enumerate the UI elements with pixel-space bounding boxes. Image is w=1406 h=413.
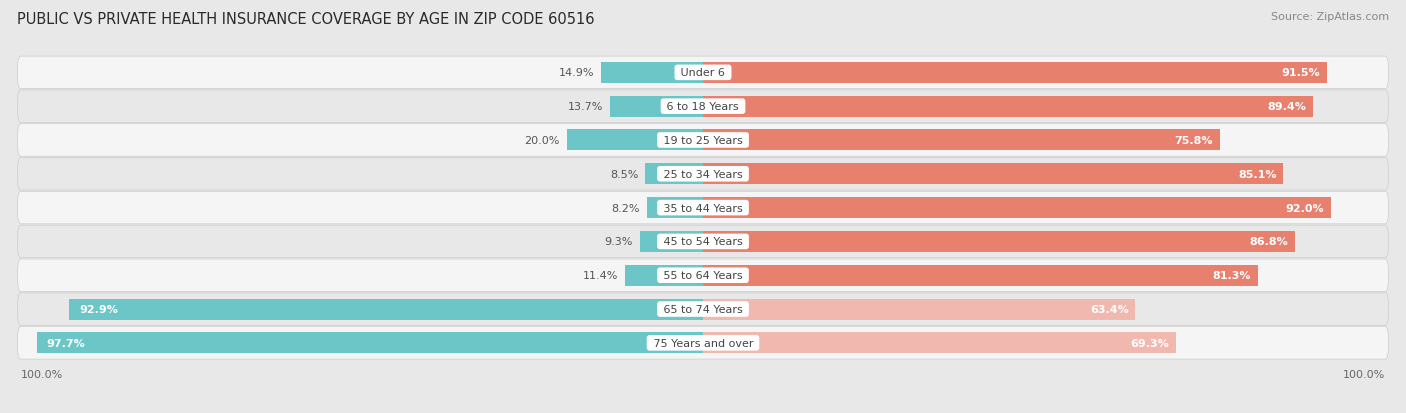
Bar	[703, 198, 1330, 218]
Text: 25 to 34 Years: 25 to 34 Years	[659, 169, 747, 179]
Text: 13.7%: 13.7%	[568, 102, 603, 112]
Bar	[645, 164, 703, 185]
Text: 75 Years and over: 75 Years and over	[650, 338, 756, 348]
Text: 92.0%: 92.0%	[1285, 203, 1323, 213]
Text: Under 6: Under 6	[678, 68, 728, 78]
Text: 91.5%: 91.5%	[1282, 68, 1320, 78]
Text: 14.9%: 14.9%	[560, 68, 595, 78]
Text: 65 to 74 Years: 65 to 74 Years	[659, 304, 747, 314]
Text: 75.8%: 75.8%	[1175, 135, 1213, 146]
Text: 63.4%: 63.4%	[1090, 304, 1129, 314]
Bar	[703, 130, 1220, 151]
Text: 97.7%: 97.7%	[46, 338, 86, 348]
Bar	[703, 299, 1136, 320]
Text: Source: ZipAtlas.com: Source: ZipAtlas.com	[1271, 12, 1389, 22]
Text: 69.3%: 69.3%	[1130, 338, 1168, 348]
Text: 20.0%: 20.0%	[524, 135, 560, 146]
Bar	[69, 299, 703, 320]
FancyBboxPatch shape	[17, 158, 1389, 190]
Text: 100.0%: 100.0%	[21, 369, 63, 379]
FancyBboxPatch shape	[17, 225, 1389, 258]
Bar	[703, 164, 1284, 185]
Text: 45 to 54 Years: 45 to 54 Years	[659, 237, 747, 247]
Bar	[703, 63, 1327, 83]
Bar	[640, 231, 703, 252]
Text: 8.2%: 8.2%	[612, 203, 640, 213]
Text: 86.8%: 86.8%	[1250, 237, 1288, 247]
Bar	[703, 231, 1295, 252]
Text: 92.9%: 92.9%	[80, 304, 118, 314]
Text: 8.5%: 8.5%	[610, 169, 638, 179]
Text: 55 to 64 Years: 55 to 64 Years	[659, 271, 747, 280]
Bar	[703, 97, 1313, 117]
FancyBboxPatch shape	[17, 91, 1389, 123]
Bar	[567, 130, 703, 151]
Bar	[703, 265, 1257, 286]
Text: 81.3%: 81.3%	[1212, 271, 1251, 280]
Text: 6 to 18 Years: 6 to 18 Years	[664, 102, 742, 112]
Bar	[626, 265, 703, 286]
Text: 85.1%: 85.1%	[1239, 169, 1277, 179]
Bar	[610, 97, 703, 117]
Text: 35 to 44 Years: 35 to 44 Years	[659, 203, 747, 213]
Bar	[703, 332, 1175, 354]
Text: 11.4%: 11.4%	[583, 271, 619, 280]
Text: 19 to 25 Years: 19 to 25 Years	[659, 135, 747, 146]
Bar	[602, 63, 703, 83]
Bar	[647, 198, 703, 218]
Text: 100.0%: 100.0%	[1343, 369, 1385, 379]
Text: 9.3%: 9.3%	[605, 237, 633, 247]
Text: PUBLIC VS PRIVATE HEALTH INSURANCE COVERAGE BY AGE IN ZIP CODE 60516: PUBLIC VS PRIVATE HEALTH INSURANCE COVER…	[17, 12, 595, 27]
Bar	[37, 332, 703, 354]
Text: 89.4%: 89.4%	[1267, 102, 1306, 112]
FancyBboxPatch shape	[17, 293, 1389, 325]
FancyBboxPatch shape	[17, 124, 1389, 157]
FancyBboxPatch shape	[17, 57, 1389, 89]
FancyBboxPatch shape	[17, 327, 1389, 359]
FancyBboxPatch shape	[17, 259, 1389, 292]
FancyBboxPatch shape	[17, 192, 1389, 224]
